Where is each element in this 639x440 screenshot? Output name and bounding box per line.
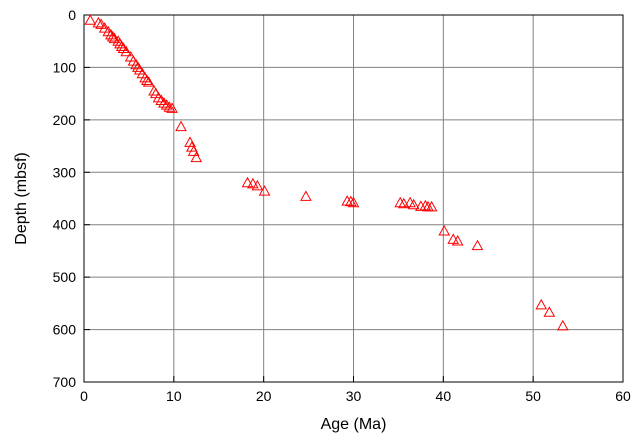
data-point-triangle [163, 101, 176, 112]
data-point-triangle [397, 197, 410, 209]
data-point-triangle [105, 28, 117, 40]
data-point-triangle [535, 298, 548, 310]
data-point-triangle [95, 18, 107, 29]
data-point-triangle [415, 200, 427, 211]
data-point-triangle [258, 185, 271, 196]
data-point-triangle [92, 16, 105, 28]
y-tick-label: 400 [53, 217, 77, 233]
x-tick-label: 30 [346, 388, 362, 404]
data-point-triangle [141, 74, 153, 86]
data-point-triangle [160, 99, 173, 110]
data-point-triangle [447, 233, 460, 244]
data-point-triangle [142, 76, 155, 87]
x-tick-label: 0 [80, 388, 88, 404]
x-tick-label: 40 [436, 388, 452, 404]
data-points [84, 14, 569, 331]
data-point-triangle [124, 50, 137, 62]
data-point-triangle [184, 136, 196, 147]
data-point-triangle [120, 45, 133, 57]
x-tick-label: 50 [525, 388, 541, 404]
y-tick-label: 200 [53, 112, 77, 128]
data-point-triangle [84, 14, 97, 25]
data-point-triangle [407, 198, 420, 210]
y-tick-label: 100 [53, 59, 77, 75]
data-point-triangle [556, 319, 569, 331]
x-tick-label: 10 [166, 388, 182, 404]
data-point-triangle [300, 190, 312, 201]
data-point-triangle [152, 91, 165, 103]
data-point-triangle [251, 179, 264, 191]
data-point-triangle [241, 176, 254, 188]
data-point-triangle [158, 97, 170, 108]
x-tick-label: 20 [256, 388, 272, 404]
data-point-triangle [341, 195, 354, 206]
data-point-triangle [155, 94, 168, 105]
data-point-triangle [451, 234, 464, 246]
data-point-triangle [115, 40, 128, 51]
data-point-triangle [438, 224, 451, 236]
data-point-triangle [190, 151, 203, 163]
data-point-triangle [347, 196, 360, 208]
y-tick-label: 700 [53, 374, 77, 390]
y-tick-label: 0 [68, 7, 76, 23]
y-tick-label: 600 [53, 322, 77, 338]
data-point-triangle [425, 200, 438, 212]
data-point-triangle [344, 195, 357, 207]
x-tick-label: 60 [615, 388, 631, 404]
x-axis-title: Age (Ma) [321, 416, 387, 433]
data-point-triangle [106, 30, 119, 42]
data-point-triangle [175, 120, 187, 132]
data-point-triangle [98, 22, 111, 33]
data-point-triangle [394, 196, 407, 208]
data-point-triangle [166, 102, 178, 113]
data-point-triangle [419, 199, 432, 211]
data-point-triangle [247, 177, 259, 189]
y-tick-label: 500 [53, 269, 77, 285]
y-axis-title: Depth (mbsf) [13, 152, 30, 244]
data-point-triangle [543, 306, 556, 317]
grid-lines [84, 15, 623, 382]
data-point-triangle [471, 239, 484, 251]
data-point-triangle [187, 145, 200, 156]
y-tick-label: 300 [53, 164, 77, 180]
